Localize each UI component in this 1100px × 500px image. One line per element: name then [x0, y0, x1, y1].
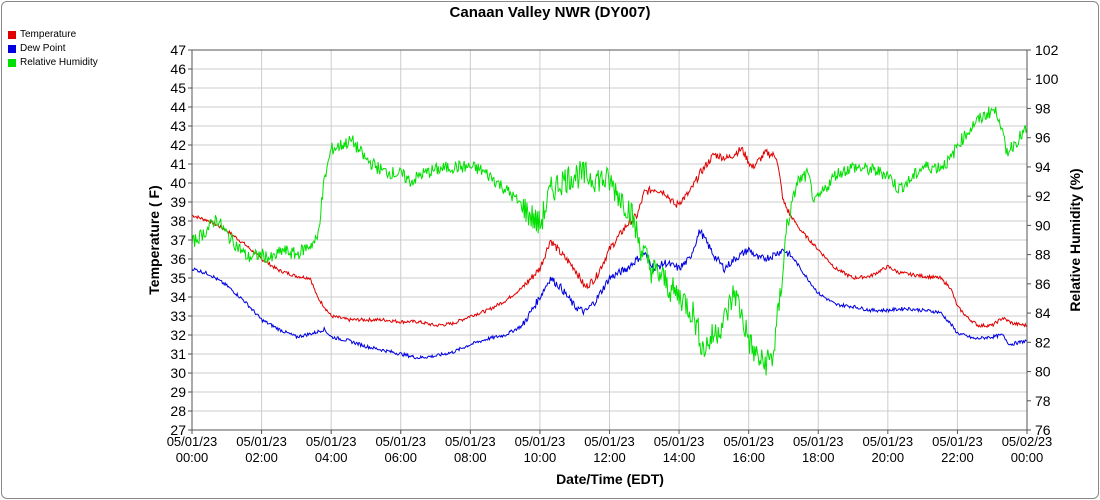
series-line-relative-humidity	[191, 106, 1028, 376]
y2-tick-label: 92	[1035, 188, 1051, 204]
y2-tick-label: 76	[1035, 422, 1051, 438]
x-tick-label-time: 04:00	[315, 450, 348, 465]
y2-tick-label: 94	[1035, 159, 1051, 175]
x-tick-label-time: 08:00	[454, 450, 487, 465]
y-tick-label: 35	[170, 270, 186, 286]
y-tick-label: 44	[170, 99, 186, 115]
legend-item-relative-humidity: Relative Humidity	[8, 56, 98, 70]
x-tick-label-time: 00:00	[176, 450, 209, 465]
series-layer	[191, 106, 1028, 376]
y-tick-label: 31	[170, 346, 186, 362]
x-tick-label-date: 05/01/23	[584, 434, 635, 449]
y2-tick-label: 84	[1035, 305, 1051, 321]
legend-label-dew-point: Dew Point	[20, 43, 66, 54]
chart-title: Canaan Valley NWR (DY007)	[449, 4, 651, 21]
y2-tick-label: 88	[1035, 247, 1051, 263]
y-tick-label: 42	[170, 137, 186, 153]
series-line-dew-point	[191, 228, 1027, 360]
y2-tick-label: 86	[1035, 276, 1051, 292]
y-tick-label: 33	[170, 308, 186, 324]
x-tick-label-time: 20:00	[872, 450, 905, 465]
legend: Temperature Dew Point Relative Humidity	[8, 28, 98, 70]
y-tick-label: 43	[170, 118, 186, 134]
x-tick-label-date: 05/02/23	[1002, 434, 1053, 449]
y-tick-label: 40	[170, 175, 186, 191]
y-tick-label: 38	[170, 213, 186, 229]
y-tick-label: 28	[170, 403, 186, 419]
y2-tick-label: 82	[1035, 334, 1051, 350]
x-tick-label-date: 05/01/23	[723, 434, 774, 449]
x-tick-label-time: 00:00	[1011, 450, 1044, 465]
legend-item-temperature: Temperature	[8, 28, 98, 42]
y2-tick-label: 90	[1035, 217, 1051, 233]
x-tick-label-time: 12:00	[593, 450, 626, 465]
y-tick-label: 34	[170, 289, 186, 305]
legend-label-temperature: Temperature	[20, 29, 77, 40]
y-tick-label: 32	[170, 327, 186, 343]
legend-swatch-dew-point	[8, 45, 16, 53]
y-tick-label: 47	[170, 42, 186, 58]
y2-tick-label: 100	[1035, 71, 1059, 87]
x-tick-label-date: 05/01/23	[236, 434, 287, 449]
x-tick-label-time: 22:00	[941, 450, 974, 465]
y-tick-label: 37	[170, 232, 186, 248]
x-tick-label-time: 16:00	[732, 450, 765, 465]
y-tick-label: 39	[170, 194, 186, 210]
x-tick-label-date: 05/01/23	[445, 434, 496, 449]
x-axis-label: Date/Time (EDT)	[556, 471, 664, 487]
x-tick-label-date: 05/01/23	[654, 434, 705, 449]
x-tick-label-time: 18:00	[802, 450, 835, 465]
axes: 27 28 29 30 31 32 33 34 35 36 37 38 39 40 41 42 43 44 45 46…	[167, 42, 1059, 465]
y-tick-label: 41	[170, 156, 186, 172]
x-tick-label-date: 05/01/23	[932, 434, 983, 449]
y2-tick-label: 80	[1035, 364, 1051, 380]
x-tick-label-date: 05/01/23	[793, 434, 844, 449]
x-tick-label-time: 02:00	[245, 450, 278, 465]
grid	[191, 49, 1028, 431]
y2-tick-label: 96	[1035, 130, 1051, 146]
legend-swatch-temperature	[8, 31, 16, 39]
y-tick-label: 30	[170, 365, 186, 381]
y2-tick-label: 78	[1035, 393, 1051, 409]
x-tick-label-time: 06:00	[384, 450, 417, 465]
y-tick-label: 36	[170, 251, 186, 267]
y2-tick-label: 98	[1035, 100, 1051, 116]
x-tick-label-date: 05/01/23	[306, 434, 357, 449]
y-tick-label: 45	[170, 80, 186, 96]
y2-axis-label: Relative Humidity (%)	[1067, 168, 1083, 311]
x-tick-label-date: 05/01/23	[863, 434, 914, 449]
x-tick-label-date: 05/01/23	[375, 434, 426, 449]
y-tick-label: 27	[170, 422, 186, 438]
x-tick-label-time: 10:00	[524, 450, 557, 465]
series-line-temperature	[191, 147, 1028, 329]
x-tick-label-date: 05/01/23	[515, 434, 566, 449]
legend-label-relative-humidity: Relative Humidity	[20, 57, 98, 68]
x-tick-label-time: 14:00	[663, 450, 696, 465]
y-tick-label: 46	[170, 61, 186, 77]
x-tick-label-date: 05/01/23	[167, 434, 218, 449]
y-axis-label: Temperature ( F)	[146, 185, 162, 294]
legend-item-dew-point: Dew Point	[8, 42, 98, 56]
y-tick-label: 29	[170, 384, 186, 400]
y2-tick-label: 102	[1035, 42, 1059, 58]
legend-swatch-relative-humidity	[8, 59, 16, 67]
